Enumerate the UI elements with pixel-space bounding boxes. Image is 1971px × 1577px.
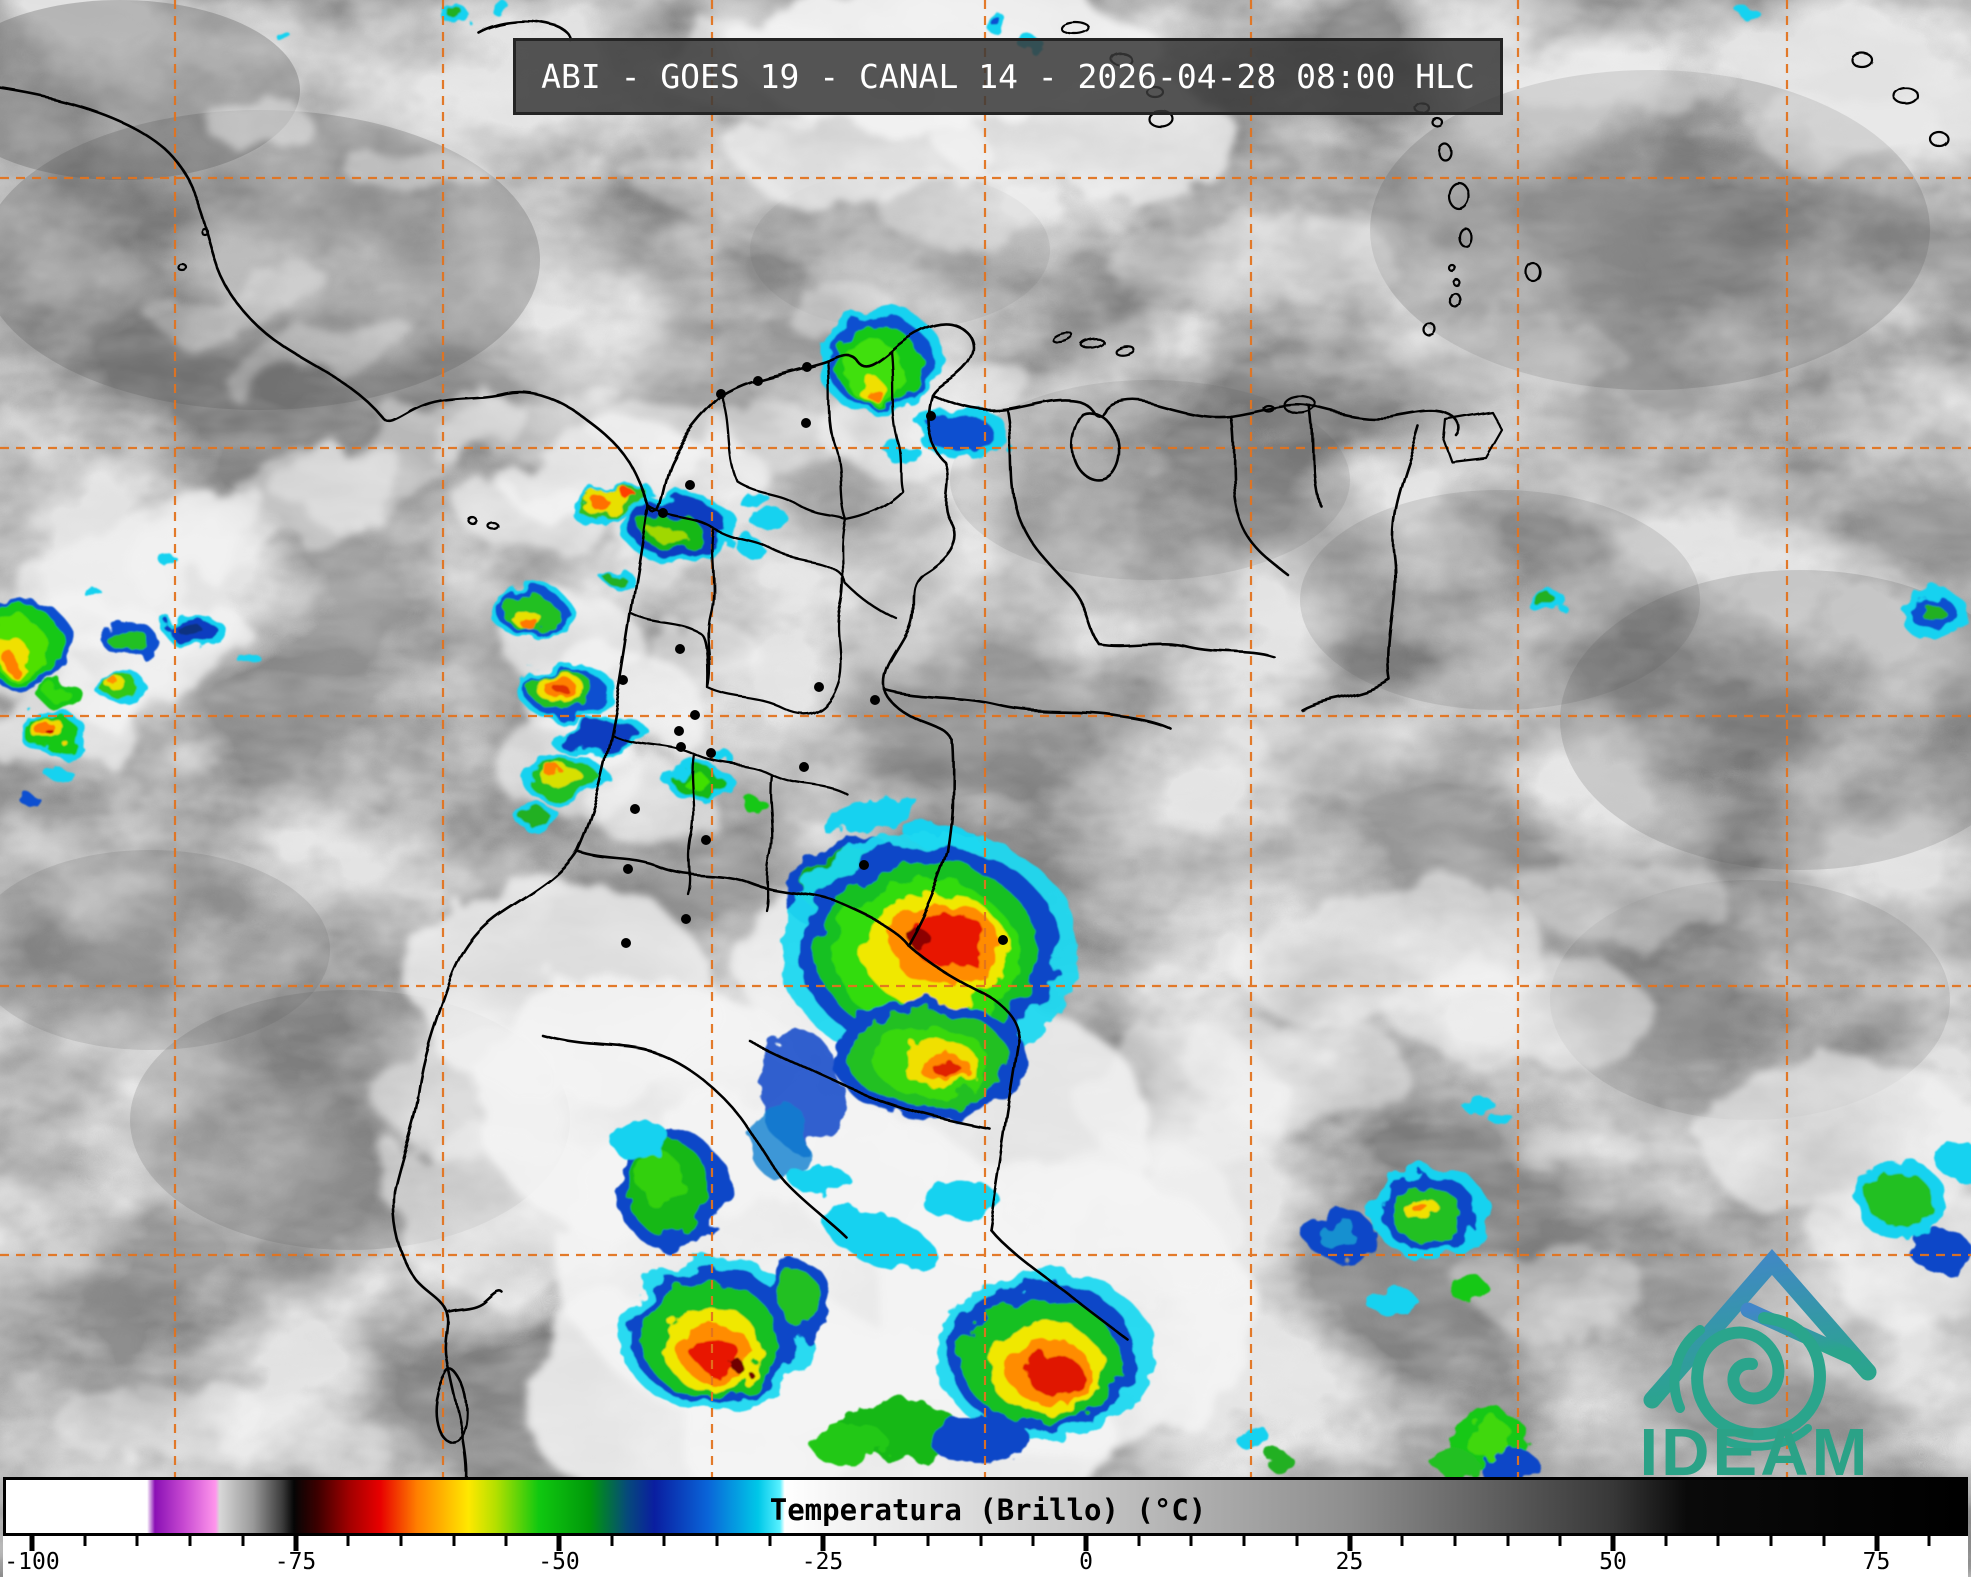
colorbar-ticks bbox=[3, 1536, 1968, 1552]
colorbar-minor-tick bbox=[504, 1536, 508, 1546]
colorbar-minor-tick bbox=[452, 1536, 456, 1546]
colorbar-minor-tick bbox=[1822, 1536, 1826, 1546]
colorbar-minor-tick bbox=[188, 1536, 192, 1546]
title-bar: ABI - GOES 19 - CANAL 14 - 2026-04-28 08… bbox=[513, 38, 1503, 115]
colorbar-tick-label: -100 bbox=[4, 1549, 60, 1575]
colorbar-minor-tick bbox=[1716, 1536, 1720, 1546]
colorbar-minor-tick bbox=[1664, 1536, 1668, 1546]
colorbar-minor-tick bbox=[1769, 1536, 1773, 1546]
colorbar-major-tick bbox=[820, 1536, 825, 1551]
border-ecuador bbox=[575, 849, 910, 947]
border-ven-llanos bbox=[883, 688, 1172, 730]
colorbar-band: Temperatura (Brillo) (°C) bbox=[3, 1477, 1968, 1536]
colorbar-minor-tick bbox=[399, 1536, 403, 1546]
colorbar-minor-tick bbox=[768, 1536, 772, 1546]
colorbar-tick-label: 25 bbox=[1335, 1549, 1364, 1575]
colorbar-minor-tick bbox=[1242, 1536, 1246, 1546]
title-text: ABI - GOES 19 - CANAL 14 - 2026-04-28 08… bbox=[541, 57, 1475, 96]
colorbar-minor-tick bbox=[1558, 1536, 1562, 1546]
colorbar-minor-tick bbox=[241, 1536, 245, 1546]
colorbar-minor-tick bbox=[926, 1536, 930, 1546]
colorbar-tick-label: 75 bbox=[1862, 1549, 1891, 1575]
colorbar-tick-label: 0 bbox=[1079, 1549, 1093, 1575]
departments bbox=[609, 349, 905, 912]
convective-cells bbox=[0, 1, 1971, 1488]
colorbar-minor-tick bbox=[346, 1536, 350, 1546]
ideam-hurricane-icon bbox=[1643, 1249, 1877, 1451]
colorbar-minor-tick bbox=[1189, 1536, 1193, 1546]
coast-hispaniola-fragment bbox=[476, 19, 572, 42]
coast-caribbean bbox=[0, 87, 1462, 514]
colorbar-minor-tick bbox=[135, 1536, 139, 1546]
colorbar-major-tick bbox=[293, 1536, 298, 1551]
colorbar-tick-label: 50 bbox=[1599, 1549, 1627, 1575]
colorbar-major-tick bbox=[1347, 1536, 1352, 1551]
colorbar-major-tick bbox=[1610, 1536, 1616, 1551]
colorbar-major-tick bbox=[29, 1536, 35, 1551]
colorbar-minor-tick bbox=[1400, 1536, 1404, 1546]
cells-choco bbox=[492, 584, 648, 832]
colorbar-major-tick bbox=[556, 1536, 562, 1551]
colorbar-minor-tick bbox=[979, 1536, 983, 1546]
city-dots bbox=[618, 362, 1008, 948]
colorbar-minor-tick bbox=[83, 1536, 87, 1546]
island-puna bbox=[433, 1368, 469, 1444]
cell-amazon-north bbox=[750, 796, 1080, 1180]
ideam-logo: IDEAM bbox=[1630, 1248, 1880, 1508]
colorbar-minor-tick bbox=[1031, 1536, 1035, 1546]
colorbar-minor-tick bbox=[715, 1536, 719, 1546]
colorbar-major-tick bbox=[1083, 1536, 1089, 1551]
colorbar-minor-tick bbox=[873, 1536, 877, 1546]
lake-maracaibo bbox=[1070, 411, 1120, 481]
colorbar-label: Temperatura (Brillo) (°C) bbox=[769, 1493, 1207, 1527]
colorbar-minor-tick bbox=[1453, 1536, 1457, 1546]
colorbar-tick-label: -50 bbox=[538, 1549, 580, 1575]
colorbar-major-tick bbox=[1874, 1536, 1879, 1551]
cells-right bbox=[1237, 588, 1971, 1488]
colorbar-minor-tick bbox=[1506, 1536, 1510, 1546]
coast-pacific bbox=[392, 504, 650, 1482]
cells-bottom-belt bbox=[610, 1120, 1155, 1465]
colorbar-minor-tick bbox=[1927, 1536, 1931, 1546]
colorbar-minor-tick bbox=[662, 1536, 666, 1546]
cells-pacific bbox=[0, 555, 262, 806]
colorbar-minor-tick bbox=[1295, 1536, 1299, 1546]
colorbar-tick-label: -75 bbox=[274, 1549, 317, 1575]
border-ven-col bbox=[883, 392, 957, 742]
colorbar-tick-label: -25 bbox=[801, 1549, 844, 1575]
coastlines-borders bbox=[0, 19, 1951, 1482]
colorbar: Temperatura (Brillo) (°C) -100 -75 -50 -25 0… bbox=[3, 1477, 1968, 1577]
colorbar-minor-tick bbox=[610, 1536, 614, 1546]
colorbar-minor-tick bbox=[1137, 1536, 1141, 1546]
colorbar-tick-labels: -100 -75 -50 -25 0 25 50 75 bbox=[3, 1549, 1968, 1577]
